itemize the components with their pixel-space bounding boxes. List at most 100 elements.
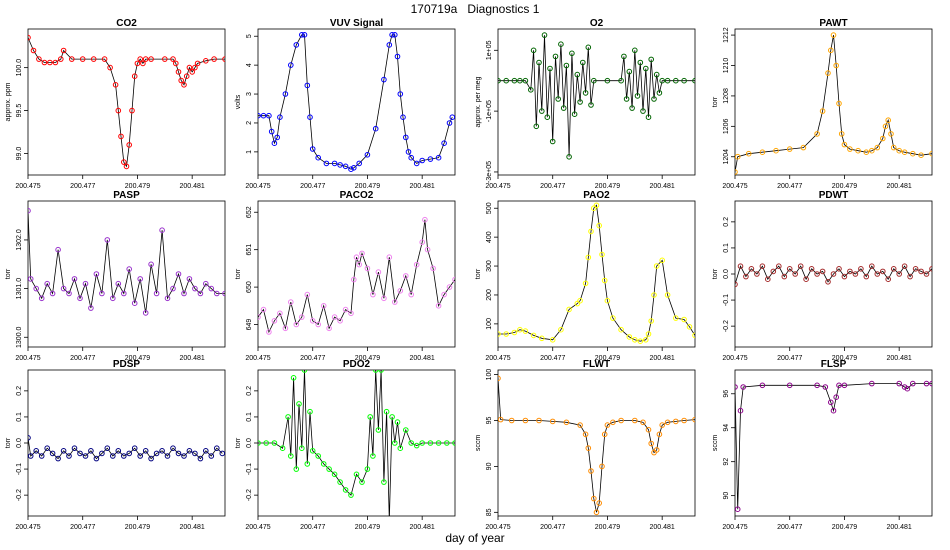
panel-pao2-data-point [643, 337, 649, 343]
panel-co2-xtick-label: 200.475 [15, 183, 40, 190]
panel-pdsp-data-point [110, 453, 116, 459]
panel-vuv-signal-xtick-label: 200.475 [245, 183, 270, 190]
panel-pdwt-ylabel: torr [712, 268, 719, 279]
panel-flwt-xtick-label: 200.475 [485, 524, 510, 531]
panel-o2-data-point [544, 114, 551, 120]
panel-pdwt-data-point [863, 273, 870, 280]
panel-pdsp-ytick-label: 0.1 [16, 412, 23, 422]
panel-pawt-data-point [759, 149, 766, 155]
panel-pawt-data-point [819, 108, 826, 114]
panel-vuv-signal-data-point [405, 149, 412, 155]
panel-pdsp-data-point [159, 448, 165, 454]
panel-vuv-signal-data-point [274, 134, 281, 141]
panel-vuv-signal-data-point [323, 160, 330, 167]
panel-paco2-data-point [364, 265, 371, 272]
panel-flsp-data-point [910, 380, 916, 387]
panel-paco2-data-point [293, 321, 300, 328]
panel-o2-data-point [634, 93, 641, 99]
panel-pao2-data-point [637, 338, 644, 345]
panel-o2-xtick-label: 200.481 [650, 183, 675, 190]
panel-flsp-data-point [786, 382, 793, 389]
panel-pawt-data-point [855, 147, 861, 154]
panel-pdo2-xtick-label: 200.477 [300, 524, 325, 531]
panel-pawt-data-point [773, 147, 779, 154]
panel-pdsp-data-point [175, 450, 182, 457]
panel-pdsp-data-point [214, 445, 220, 452]
panel-flwt-data-point [640, 419, 646, 426]
panel-flsp-ytick-label: 92 [723, 458, 730, 466]
panel-co2-data-point [194, 60, 201, 67]
panel-paco2-frame [257, 200, 456, 348]
panel-o2-data-point [571, 111, 578, 117]
panel-flwt-data-point [498, 416, 504, 423]
panel-pdo2-data-point [387, 519, 392, 524]
panel-pdo2-data-point [296, 401, 302, 407]
panel-flwt-data-point [596, 500, 603, 506]
panel-pdsp-data-point [203, 448, 209, 454]
panel-vuv-signal-ytick-label: 4 [246, 63, 253, 67]
panel-pao2-data-point [511, 329, 518, 336]
panel-flwt-data-point [588, 468, 594, 474]
panel-pdo2-data-point [304, 461, 311, 467]
panel-paco2-ytick-label: 652 [246, 206, 253, 218]
panel-pawt-ytick-label: 1208 [723, 88, 730, 104]
panel-pdwt-series [735, 263, 932, 288]
panel-pasp-data-point [148, 261, 154, 268]
panel-co2-data-point [222, 56, 225, 62]
panel-flsp-data-point [737, 407, 744, 414]
panel-vuv-signal-data-point [400, 114, 406, 120]
panel-vuv-signal-data-point [441, 140, 447, 146]
panel-pawt-frame [734, 28, 933, 176]
panel-co2-data-point [126, 142, 132, 148]
panel-vuv-signal-ytick-label: 1 [246, 150, 253, 154]
panel-pdo2-data-point [394, 419, 401, 425]
panel-pdo2-data-point [392, 440, 398, 446]
panel-vuv-signal-data-point [351, 165, 357, 171]
panel-vuv-signal-data-point [413, 160, 420, 167]
panel-flwt-data-point [673, 418, 679, 425]
panel-vuv-signal-data-point [381, 76, 387, 83]
panel-co2-data-point [140, 60, 146, 67]
panel-co2-data-point [41, 59, 48, 66]
panel-pdsp-data-point [131, 445, 138, 452]
panel-pdwt-data-point [819, 268, 826, 275]
panel-paco2-data-point [304, 291, 311, 298]
panel-co2-data-point [129, 107, 135, 114]
panel-co2-data-point [107, 64, 113, 71]
panel-co2-data-point [189, 69, 195, 75]
panel-o2-data-point [629, 105, 635, 111]
panel-paco2-data-point [408, 291, 415, 298]
panel-pawt-ytick-label: 1206 [723, 118, 730, 134]
panel-pdo2-data-point [383, 408, 390, 415]
panel-pao2-data-point [585, 254, 592, 261]
panel-pdwt-data-point [776, 263, 782, 270]
panel-vuv-signal-data-point [342, 163, 349, 170]
panel-o2-data-point [503, 77, 510, 84]
panel-pdwt-xtick-label: 200.477 [777, 355, 802, 362]
panel-paco2-data-point [386, 254, 393, 261]
panel-pawt: PAWT 200.475 200.477 200.479 200.481 1204 1206… [712, 18, 933, 190]
panel-pdwt-data-point [918, 268, 924, 275]
panel-pdo2-title: PDO2 [343, 359, 371, 370]
panel-vuv-signal-data-point [389, 32, 395, 38]
panel-flwt-data-point [498, 375, 501, 382]
panel-pao2-ytick-label: 300 [486, 260, 493, 272]
panel-pdwt-data-point [896, 271, 903, 277]
panel-pdsp-data-point [208, 453, 215, 459]
panel-pdo2-data-point [320, 461, 327, 467]
panel-paco2-data-point [309, 318, 316, 324]
panel-pdo2-data-point [452, 440, 455, 446]
panel-co2-data-point [79, 56, 86, 62]
panel-pdo2-ylabel: torr [235, 437, 242, 448]
panel-vuv-signal-data-point [386, 42, 393, 48]
panel-pawt-title: PAWT [819, 18, 847, 29]
panel-flsp-xtick-label: 200.475 [722, 524, 747, 531]
panel-pdsp-data-point [66, 453, 72, 459]
panel-pao2: PAO2 200.475 200.477 200.479 200.481 100 200 30… [475, 190, 696, 362]
panel-paco2-data-point [348, 310, 354, 317]
panel-pdwt-data-point [907, 273, 913, 280]
panel-pdwt-data-point [743, 273, 749, 280]
panel-flwt-data-point [585, 445, 592, 451]
panel-co2-ytick-label: 99.5 [16, 104, 23, 118]
